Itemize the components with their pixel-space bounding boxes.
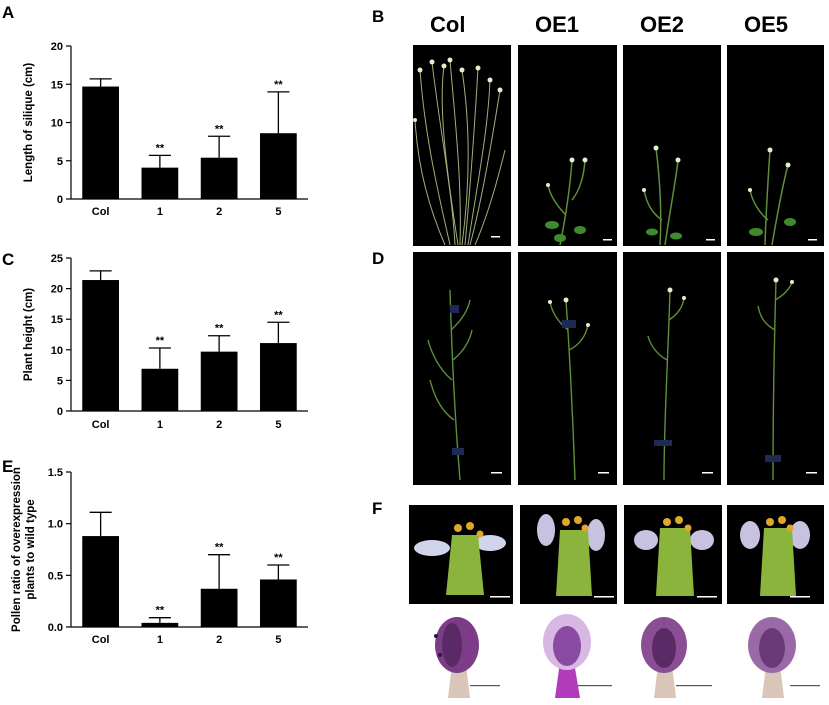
x-tick-label: 1 [157,419,163,431]
y-axis-title: plants to wild type [25,499,37,599]
y-tick-label: 0.0 [48,622,63,634]
x-tick-label: 1 [157,206,163,218]
photo-b-oe5 [727,45,824,246]
photo-b-oe2 [623,45,721,246]
genotype-label-oe5: OE5 [744,12,788,37]
y-tick-label: 15 [51,314,63,326]
bar [200,157,238,199]
y-tick-label: 25 [51,253,63,265]
significance-label: ** [156,605,165,617]
chart-c: 0 5 10 15 20 25 Col ** 1 ** 2 ** 5 Plant height (cm) [23,253,308,431]
panel-letter-b: B [372,7,384,26]
y-tick-label: 0.5 [48,570,63,582]
significance-label: ** [156,335,165,347]
x-tick-label: 5 [275,634,281,646]
y-axis-title: Pollen ratio of overexpression [11,467,23,632]
bar [141,167,179,199]
photo-d-col [413,252,511,485]
bar [260,133,297,199]
x-tick-label: 2 [216,206,222,218]
photo-b-col [413,45,511,246]
significance-label: ** [274,309,283,321]
x-tick-label: 5 [275,419,281,431]
chart-a: 0 5 10 15 20 Col ** 1 ** 2 ** 5 Length of silique (c… [23,41,308,218]
photo-d-oe5 [727,252,824,485]
bar [141,622,179,627]
y-tick-label: 15 [51,79,63,91]
x-tick-label: Col [92,206,110,218]
photo-d-oe1 [518,252,617,485]
significance-label: ** [274,552,283,564]
photo-b-oe1 [518,45,617,246]
genotype-label-col: Col [430,12,465,37]
bar [200,351,238,411]
y-tick-label: 0 [57,406,63,418]
photo-f-flower-oe5 [727,505,824,604]
y-tick-label: 20 [51,41,63,53]
photo-f-flower-oe2 [624,505,722,604]
bar [200,588,238,627]
significance-label: ** [215,123,224,135]
photo-f-flower-oe1 [520,505,617,604]
bar [82,280,119,411]
x-tick-label: 1 [157,634,163,646]
photo-f-flower-col [409,505,513,604]
bar [260,579,297,627]
y-tick-label: 5 [57,156,63,168]
panel-letter-d: D [372,249,384,268]
significance-label: ** [215,323,224,335]
genotype-label-oe1: OE1 [535,12,579,37]
bar [82,536,119,627]
bar [260,343,297,411]
significance-label: ** [274,79,283,91]
significance-label: ** [215,542,224,554]
photo-f-anther-col [434,617,500,698]
bar [82,86,119,199]
y-tick-label: 0 [57,194,63,206]
bar [141,368,179,411]
panel-letter-e: E [2,457,13,476]
y-tick-label: 1.5 [48,467,63,479]
y-tick-label: 5 [57,375,63,387]
x-tick-label: Col [92,419,110,431]
y-tick-label: 10 [51,345,63,357]
significance-label: ** [156,142,165,154]
y-tick-label: 20 [51,284,63,296]
genotype-label-oe2: OE2 [640,12,684,37]
chart-e: 0.0 0.5 1.0 1.5 Col ** 1 ** 2 ** 5 Pollen ratio of … [11,467,308,646]
panel-letter-a: A [2,3,14,22]
y-axis-title: Length of silique (cm) [23,63,35,183]
y-tick-label: 1.0 [48,519,63,531]
photo-f-anther-oe5 [748,617,820,698]
photo-f-anther-oe1 [543,614,612,698]
photo-d-oe2 [623,252,721,485]
photo-f-anther-oe2 [641,617,712,698]
y-axis-title: Plant height (cm) [23,288,35,381]
x-tick-label: 2 [216,419,222,431]
x-tick-label: 5 [275,206,281,218]
x-tick-label: Col [92,634,110,646]
x-tick-label: 2 [216,634,222,646]
y-tick-label: 10 [51,118,63,130]
panel-letter-c: C [2,250,14,269]
panel-letter-f: F [372,499,382,518]
